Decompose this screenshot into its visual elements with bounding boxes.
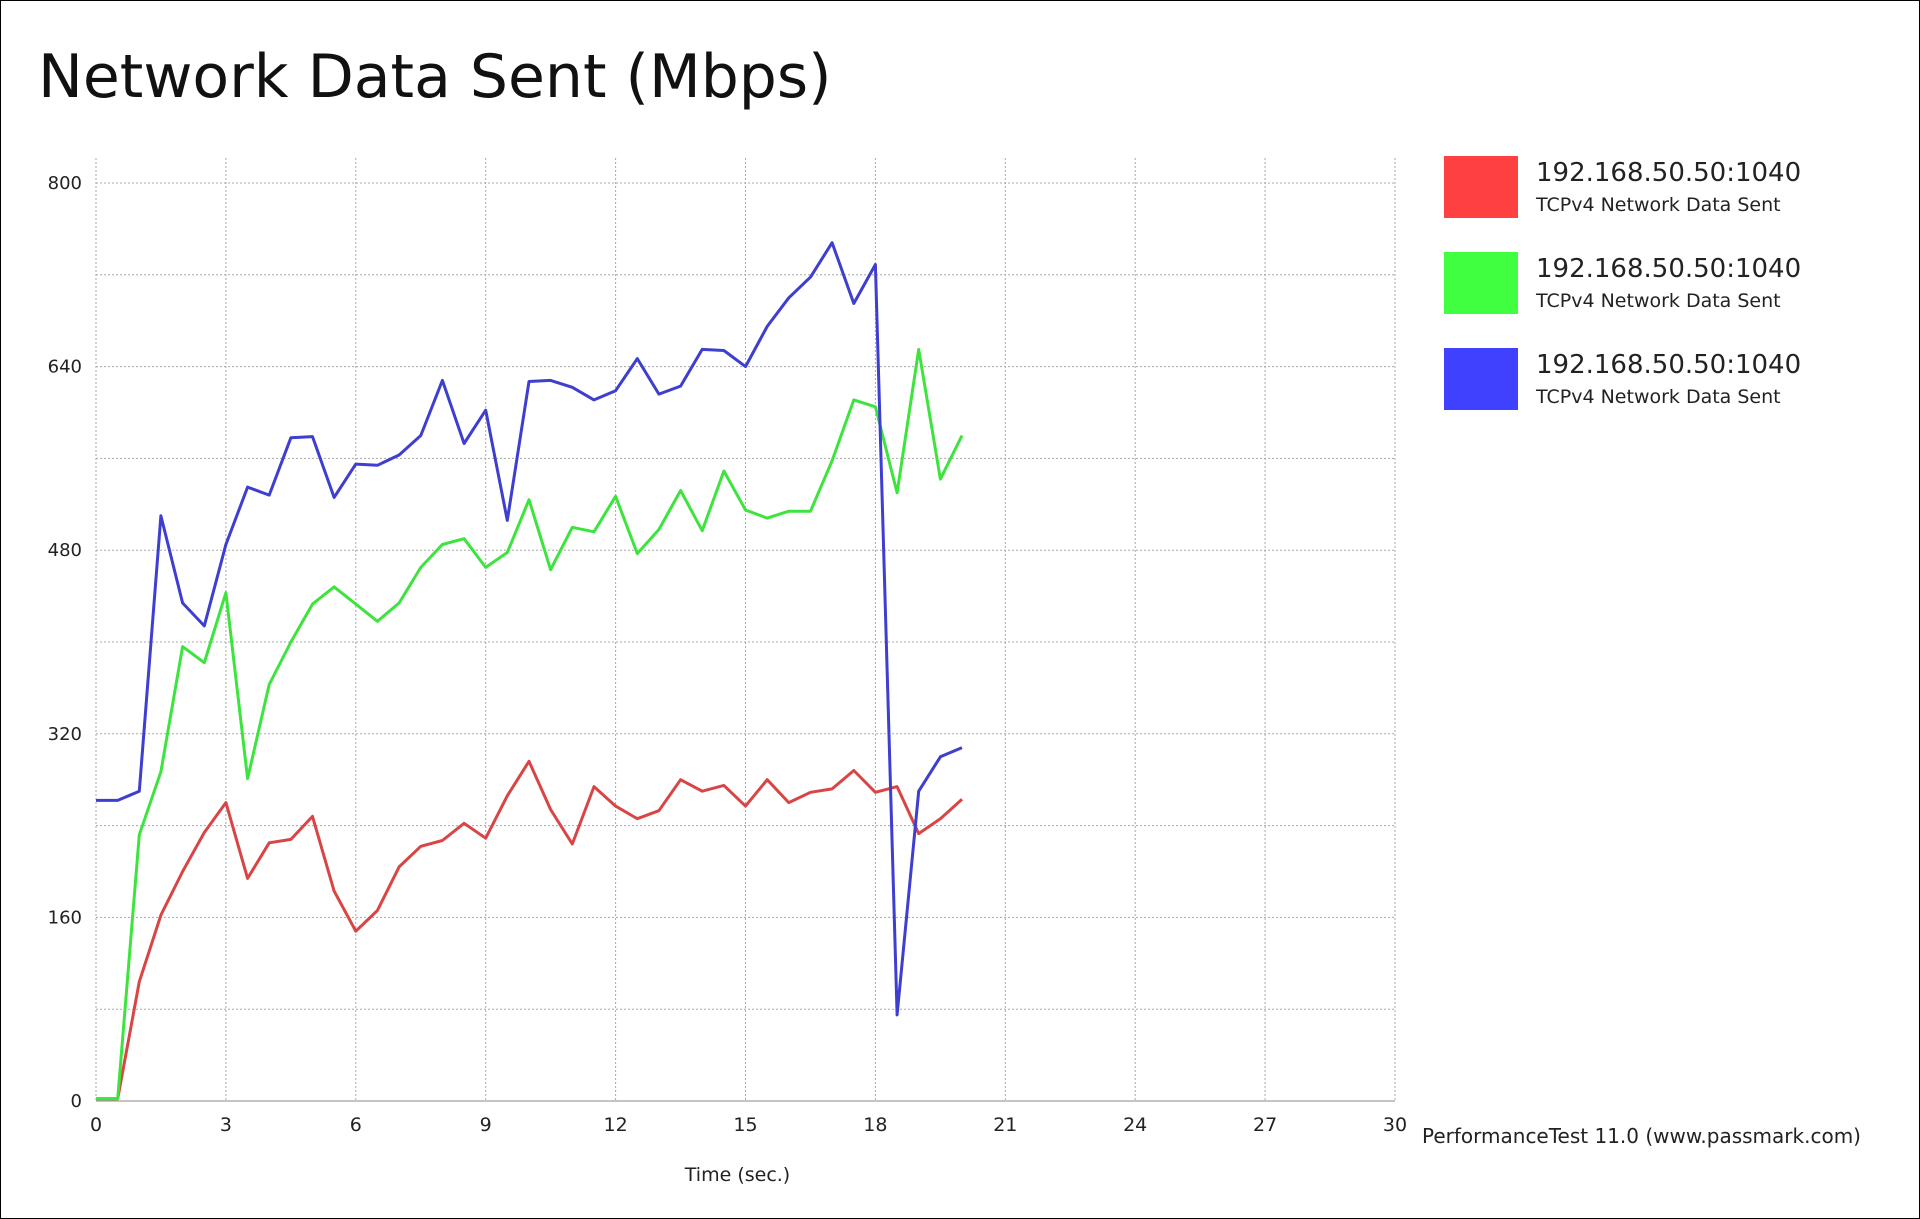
legend-sublabel: TCPv4 Network Data Sent [1536,290,1781,312]
legend-label: 192.168.50.50:1040 [1536,350,1802,380]
y-tick-label: 640 [48,357,82,378]
legend-label: 192.168.50.50:1040 [1536,254,1802,284]
legend-item: 192.168.50.50:1040 TCPv4 Network Data Sen… [1444,252,1864,316]
series-line-3 [96,241,963,1017]
y-tick-label: 480 [48,540,82,561]
legend-swatch [1444,156,1518,218]
series-line-2 [96,347,964,1101]
x-tick-label: 30 [1383,1114,1407,1136]
y-tick-label: 160 [48,907,82,928]
y-tick-label: 320 [48,724,82,745]
y-tick-label: 800 [48,173,82,194]
x-tick-label: 27 [1253,1114,1277,1136]
legend-label: 192.168.50.50:1040 [1536,158,1802,188]
legend-item: 192.168.50.50:1040 TCPv4 Network Data Sen… [1444,348,1864,412]
chart-title: Network Data Sent (Mbps) [38,42,832,112]
x-tick-label: 12 [604,1114,628,1136]
x-tick-label: 24 [1123,1114,1147,1136]
legend-item: 192.168.50.50:1040 TCPv4 Network Data Sen… [1444,156,1864,220]
legend-swatch [1444,252,1518,314]
x-tick-label: 3 [220,1114,232,1136]
x-tick-label: 6 [350,1114,362,1136]
x-axis-label: Time (sec.) [684,1164,790,1186]
series-line-1 [96,759,964,1101]
x-tick-label: 9 [480,1114,492,1136]
footer-credit: PerformanceTest 11.0 (www.passmark.com) [1422,1124,1861,1148]
x-tick-label: 18 [863,1114,887,1136]
legend-swatch [1444,348,1518,410]
x-tick-label: 0 [90,1114,102,1136]
legend-sublabel: TCPv4 Network Data Sent [1536,386,1781,408]
x-tick-label: 21 [993,1114,1017,1136]
legend-sublabel: TCPv4 Network Data Sent [1536,194,1781,216]
x-tick-label: 15 [733,1114,757,1136]
y-tick-label: 0 [71,1091,82,1112]
